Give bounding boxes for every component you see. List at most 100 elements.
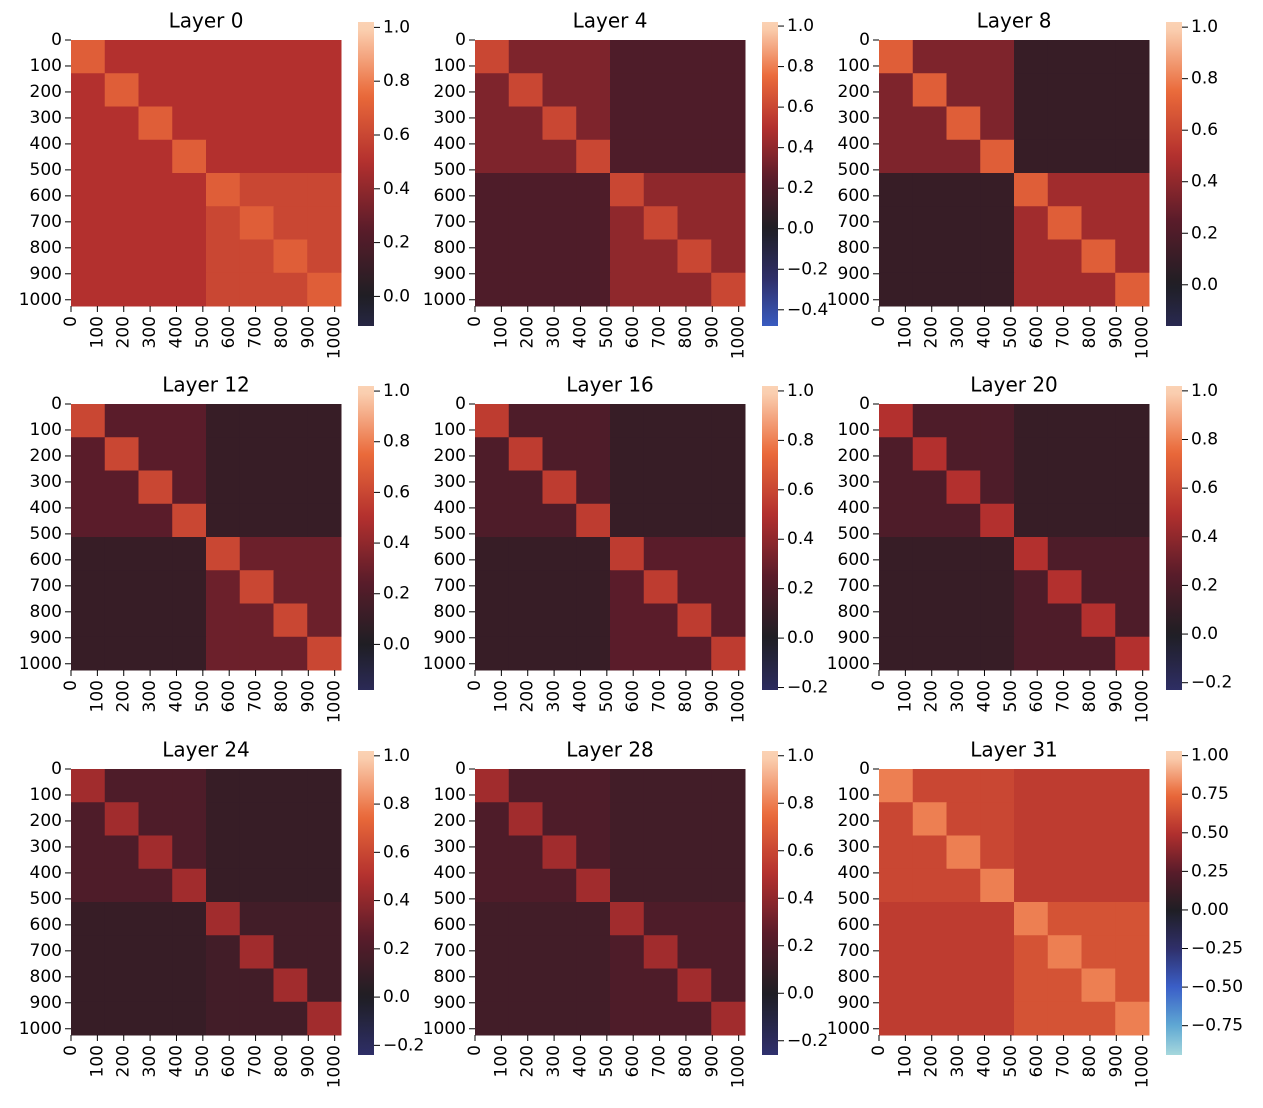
colorbar-tick-label: 1.0 — [787, 381, 814, 401]
heatmap-cell — [71, 603, 106, 638]
heatmap-cell — [1047, 173, 1082, 207]
colorbar — [1166, 22, 1182, 326]
heatmap-cell — [1115, 537, 1150, 571]
y-tick-label: 1000 — [827, 654, 870, 674]
heatmap-cell — [307, 206, 342, 240]
x-tick-label: 900 — [298, 680, 318, 712]
heatmap-cell — [643, 239, 678, 274]
heatmap-cell — [307, 968, 342, 1003]
x-tick-label: 600 — [1027, 1045, 1047, 1077]
heatmap-cell — [610, 968, 645, 1003]
y-tick-label: 600 — [838, 550, 870, 570]
y-tick-label: 500 — [838, 889, 870, 909]
heatmap-cell — [172, 239, 207, 274]
heatmap-cell — [610, 769, 645, 803]
heatmap-cell — [508, 73, 543, 107]
x-tick-label: 300 — [140, 680, 160, 712]
heatmap-cell — [946, 106, 981, 141]
colorbar — [1166, 751, 1182, 1055]
heatmap-cell — [610, 206, 645, 240]
y-tick-label: 800 — [30, 238, 62, 258]
heatmap-cell — [576, 106, 611, 141]
heatmap-cell — [138, 470, 173, 505]
colorbar-tick-label: 0.4 — [383, 891, 410, 911]
heatmap-cell — [273, 570, 308, 604]
heatmap-cell — [542, 603, 577, 638]
heatmap-cell — [273, 503, 308, 538]
heatmap-cell — [542, 935, 577, 969]
heatmap-cell — [307, 570, 342, 604]
x-tick-label: 700 — [246, 316, 266, 348]
y-tick-label: 900 — [30, 993, 62, 1013]
heatmap-cell — [542, 470, 577, 505]
colorbar-tick-label: −0.2 — [383, 1035, 424, 1055]
heatmap-cell — [980, 106, 1015, 141]
heatmap-cell — [946, 73, 981, 107]
heatmap-cell — [71, 173, 106, 207]
heatmap-cell — [576, 835, 611, 870]
heatmap-cell — [307, 503, 342, 538]
heatmap-cell — [206, 239, 241, 274]
heatmap-cell — [1014, 636, 1049, 671]
heatmap-cell — [1047, 239, 1082, 274]
y-tick-label: 100 — [434, 56, 466, 76]
heatmap-cell — [138, 835, 173, 870]
heatmap-cell — [1115, 40, 1150, 74]
heatmap-cell — [1047, 40, 1082, 74]
x-tick-label: 300 — [140, 316, 160, 348]
heatmap-cell — [1014, 868, 1049, 903]
heatmap-cell — [610, 503, 645, 538]
heatmap-cell — [912, 570, 947, 604]
heatmap-cell — [912, 470, 947, 505]
heatmap-cell — [172, 503, 207, 538]
heatmap-cell — [677, 835, 712, 870]
heatmap-cell — [475, 404, 510, 438]
y-tick-label: 600 — [838, 186, 870, 206]
heatmap-cell — [239, 73, 274, 107]
heatmap-cell — [1115, 570, 1150, 604]
colorbar-tick-label: 0.0 — [787, 983, 814, 1003]
heatmap-cell — [946, 239, 981, 274]
y-tick-label: 100 — [30, 785, 62, 805]
heatmap-cell — [946, 173, 981, 207]
heatmap-cell — [239, 139, 274, 174]
heatmap-cell — [172, 404, 207, 438]
x-tick-label: 1000 — [729, 316, 749, 359]
colorbar-tick-label: 0.8 — [383, 71, 410, 91]
heatmap-cell — [610, 73, 645, 107]
heatmap-cell — [912, 503, 947, 538]
colorbar-tick-label: 0.2 — [383, 233, 410, 253]
heatmap-cell — [206, 902, 241, 936]
heatmap-cell — [273, 40, 308, 74]
colorbar-tick-label: 0.4 — [787, 529, 814, 549]
colorbar-tick-label: 0.6 — [787, 97, 814, 117]
heatmap-cell — [307, 868, 342, 903]
heatmap-cell — [1047, 902, 1082, 936]
heatmap-cell — [138, 802, 173, 836]
heatmap-cell — [677, 570, 712, 604]
heatmap-cell — [879, 802, 914, 836]
heatmap-cell — [946, 868, 981, 903]
heatmap-cell — [912, 272, 947, 307]
heatmap-cell — [980, 868, 1015, 903]
heatmap-cell — [206, 603, 241, 638]
heatmap-cell — [1014, 173, 1049, 207]
heatmap-cell — [576, 173, 611, 207]
colorbar — [762, 22, 778, 326]
heatmap-cell — [307, 537, 342, 571]
heatmap-cell — [912, 802, 947, 836]
y-tick-label: 900 — [30, 628, 62, 648]
y-tick-label: 400 — [434, 863, 466, 883]
x-tick-label: 700 — [1054, 316, 1074, 348]
x-tick-label: 100 — [895, 1045, 915, 1077]
x-tick-label: 100 — [491, 316, 511, 348]
heatmap-cell — [542, 1001, 577, 1036]
heatmap-cell — [980, 636, 1015, 671]
heatmap-cell — [206, 106, 241, 141]
chart-title: Layer 16 — [566, 373, 654, 397]
heatmap-cell — [677, 173, 712, 207]
heatmap-cell — [1115, 139, 1150, 174]
y-tick-label: 600 — [434, 915, 466, 935]
heatmap-cell — [104, 106, 139, 141]
x-tick-label: 200 — [922, 1045, 942, 1077]
